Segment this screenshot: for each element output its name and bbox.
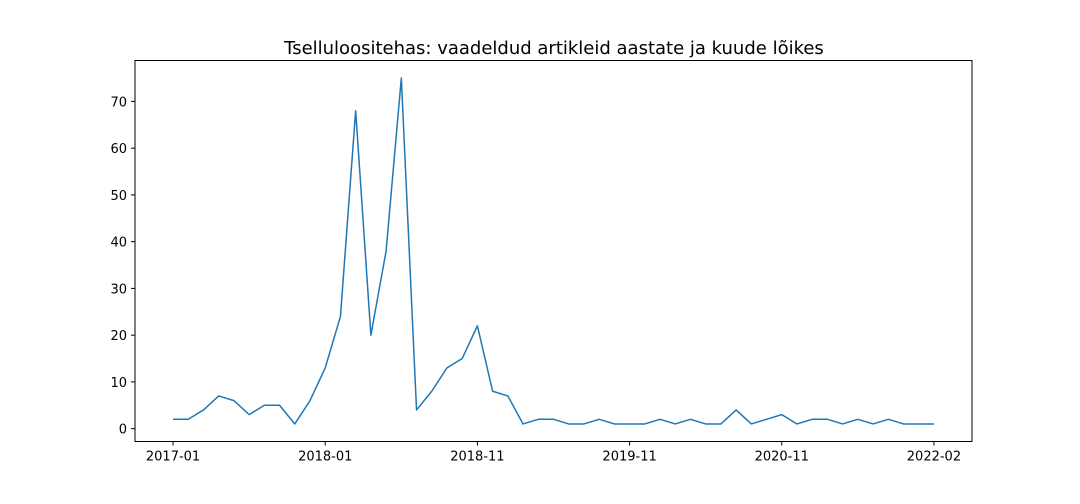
chart-title: Tselluloositehas: vaadeldud artikleid aa…	[283, 38, 824, 59]
y-tick-label: 70	[110, 95, 127, 110]
y-tick-label: 0	[119, 423, 127, 438]
y-tick-label: 40	[110, 236, 127, 251]
x-tick-label: 2018-11	[450, 450, 504, 465]
y-tick-label: 30	[110, 282, 127, 297]
series-layer	[173, 77, 934, 425]
x-tick-label: 2020-11	[755, 450, 809, 465]
series-line	[173, 77, 934, 425]
x-tick-label: 2022-02	[907, 450, 961, 465]
y-axis: 0 10 20 30 40 50 60 70	[110, 95, 135, 438]
y-tick-label: 10	[110, 376, 127, 391]
x-tick-label: 2018-01	[298, 450, 352, 465]
y-tick-label: 60	[110, 142, 127, 157]
x-axis: 2017-01 2018-01 2018-11 2019-11 2020-11 2022-…	[146, 441, 961, 465]
y-tick-label: 50	[110, 189, 127, 204]
x-tick-label: 2017-01	[146, 450, 200, 465]
x-tick-label: 2019-11	[602, 450, 656, 465]
y-tick-label: 20	[110, 329, 127, 344]
plot-frame	[134, 60, 973, 442]
